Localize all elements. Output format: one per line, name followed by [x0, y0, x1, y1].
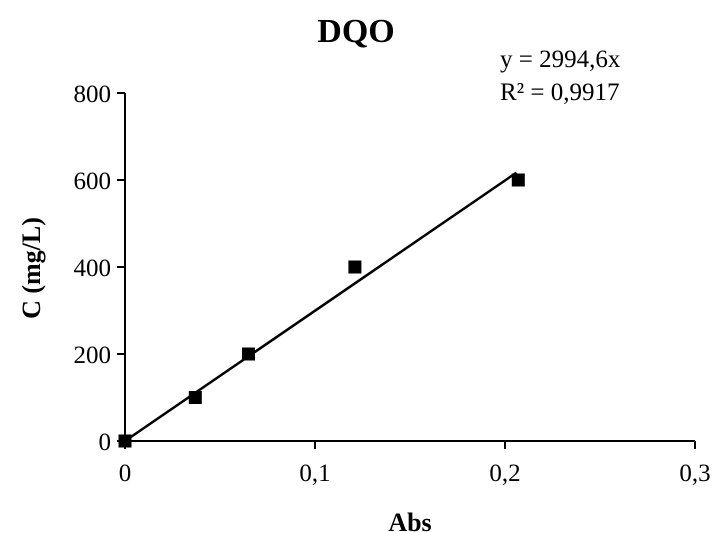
- data-point: [242, 347, 255, 361]
- trendline-r-squared: R² = 0,9917: [500, 79, 620, 106]
- x-tick-label: 0,2: [489, 460, 520, 487]
- data-point: [188, 391, 202, 404]
- data-point: [348, 260, 362, 274]
- y-tick-label: 600: [74, 168, 112, 195]
- y-ticks: 0 200 400 600 800: [74, 81, 125, 456]
- trendline: [124, 171, 518, 443]
- chart-title: DQO: [317, 13, 394, 50]
- x-tick-label: 0,3: [679, 460, 710, 487]
- trendline-equation: y = 2994,6x: [500, 46, 621, 73]
- data-points: [118, 173, 525, 448]
- data-point: [118, 434, 132, 448]
- y-tick-label: 400: [74, 255, 112, 282]
- y-tick-label: 200: [74, 342, 112, 369]
- y-tick-label: 0: [99, 429, 112, 456]
- trendline-line: [124, 171, 518, 443]
- x-ticks: 0 0,1 0,2 0,3: [119, 441, 711, 487]
- x-tick-label: 0,1: [299, 460, 330, 487]
- x-tick-label: 0: [119, 460, 132, 487]
- y-tick-label: 800: [74, 81, 112, 108]
- x-axis-title: Abs: [388, 508, 431, 533]
- y-axis-title: C (mg/L): [17, 217, 46, 319]
- data-point: [511, 173, 525, 187]
